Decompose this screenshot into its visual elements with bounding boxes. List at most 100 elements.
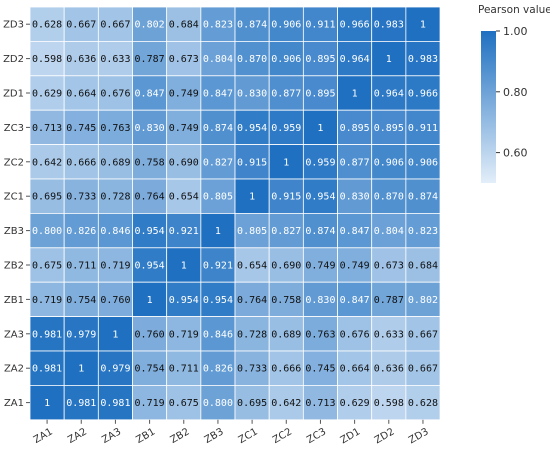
cell-value-label: 0.906 <box>374 157 404 168</box>
heatmap-cell <box>97 247 133 283</box>
heatmap-cell <box>132 109 168 145</box>
cell-value-label: 0.633 <box>100 54 130 65</box>
heatmap-cell <box>166 75 202 111</box>
cell-value-label: 1 <box>317 123 323 134</box>
cell-value-label: 0.636 <box>66 54 96 65</box>
colorbar-title: Pearson value <box>478 4 550 16</box>
heatmap-cell <box>63 384 99 421</box>
cell-value-label: 0.642 <box>32 157 62 168</box>
cell-value-label: 0.906 <box>271 54 301 65</box>
heatmap-cell <box>302 281 338 318</box>
cell-value-label: 0.636 <box>374 364 404 375</box>
cell-value-label: 0.830 <box>237 89 267 100</box>
cell-value-label: 0.895 <box>305 54 335 65</box>
heatmap-cell <box>29 109 65 145</box>
heatmap-cell <box>97 75 133 111</box>
cell-value-label: 0.684 <box>408 261 438 272</box>
cell-value-label: 0.954 <box>305 192 335 203</box>
colorbar: Pearson value 1.00 0.80 0.60 <box>478 4 550 183</box>
heatmap-cell <box>405 41 441 77</box>
cell-value-label: 0.642 <box>271 398 301 409</box>
heatmap-cell <box>337 109 373 145</box>
cell-value-label: 0.870 <box>374 192 404 203</box>
cell-value-label: 0.847 <box>203 89 233 100</box>
heatmap-cell <box>234 109 270 145</box>
cell-value-label: 0.719 <box>169 329 199 340</box>
cell-value-label: 0.758 <box>135 157 165 168</box>
cell-value-label: 0.664 <box>340 364 370 375</box>
heatmap-cell <box>268 178 304 214</box>
heatmap-cell <box>337 41 373 77</box>
cell-value-label: 0.676 <box>340 329 370 340</box>
heatmap-cell <box>234 247 270 283</box>
heatmap-cell <box>371 247 407 283</box>
heatmap-cell <box>63 41 99 77</box>
cell-value-label: 1 <box>112 329 118 340</box>
cell-value-label: 0.713 <box>305 398 335 409</box>
cell-value-label: 0.689 <box>271 329 301 340</box>
cell-value-label: 0.906 <box>408 157 438 168</box>
cell-value-label: 0.749 <box>305 261 335 272</box>
heatmap-cell <box>371 350 407 386</box>
heatmap-cell <box>405 109 441 145</box>
heatmap-cell <box>405 75 441 111</box>
y-tick-label: ZB3 <box>4 226 24 237</box>
x-tick-label: ZC3 <box>305 426 328 446</box>
heatmap-cell <box>200 384 236 421</box>
heatmap-cell <box>405 281 441 318</box>
cell-value-label: 0.763 <box>100 123 130 134</box>
cell-value-label: 0.826 <box>203 364 233 375</box>
cell-value-label: 0.847 <box>340 295 370 306</box>
cell-value-label: 0.633 <box>374 329 404 340</box>
cell-value-label: 0.598 <box>32 54 62 65</box>
cell-value-label: 0.966 <box>340 20 370 31</box>
x-tick-label: ZA2 <box>66 426 89 446</box>
cell-value-label: 0.690 <box>271 261 301 272</box>
heatmap-cell <box>234 178 270 214</box>
cell-value-label: 0.906 <box>271 20 301 31</box>
cell-value-label: 0.979 <box>100 364 130 375</box>
cell-value-label: 0.628 <box>32 20 62 31</box>
cell-value-label: 0.764 <box>135 192 165 203</box>
cell-value-label: 0.666 <box>271 364 301 375</box>
cell-value-label: 0.830 <box>305 295 335 306</box>
cell-value-label: 0.911 <box>305 20 335 31</box>
cell-value-label: 0.673 <box>374 261 404 272</box>
cell-value-label: 0.745 <box>66 123 96 134</box>
heatmap-cell <box>200 281 236 318</box>
cell-value-label: 0.981 <box>100 398 130 409</box>
heatmap-cell <box>371 109 407 145</box>
cell-value-label: 0.827 <box>203 157 233 168</box>
heatmap-cell <box>200 350 236 386</box>
heatmap-cell <box>63 212 99 249</box>
cell-value-label: 0.983 <box>374 20 404 31</box>
heatmap-cell <box>337 178 373 214</box>
heatmap-cell <box>234 75 270 111</box>
heatmap-cell <box>234 281 270 318</box>
cell-value-label: 0.711 <box>169 364 199 375</box>
cell-value-label: 0.745 <box>305 364 335 375</box>
cell-value-label: 0.823 <box>203 20 233 31</box>
cell-value-label: 0.749 <box>340 261 370 272</box>
heatmap-cell <box>29 6 65 42</box>
cell-value-label: 1 <box>420 20 426 31</box>
x-tick-label: ZC2 <box>271 426 294 446</box>
cell-value-label: 0.713 <box>32 123 62 134</box>
colorbar-tick-label: 1.00 <box>503 25 528 38</box>
heatmap-cell <box>132 178 168 214</box>
heatmap-cell <box>234 144 270 180</box>
cell-value-label: 0.764 <box>237 295 267 306</box>
heatmap-cell <box>97 144 133 180</box>
cell-value-label: 0.629 <box>32 89 62 100</box>
heatmap-cell <box>371 41 407 77</box>
y-tick-label: ZD2 <box>3 54 24 65</box>
heatmap-cell <box>371 384 407 421</box>
heatmap-cell <box>302 178 338 214</box>
cell-value-label: 1 <box>215 226 221 237</box>
cell-value-label: 0.874 <box>237 20 267 31</box>
heatmap-cell <box>63 144 99 180</box>
heatmap-cell <box>405 6 441 42</box>
heatmap-cell <box>200 144 236 180</box>
cell-value-label: 1 <box>78 364 84 375</box>
